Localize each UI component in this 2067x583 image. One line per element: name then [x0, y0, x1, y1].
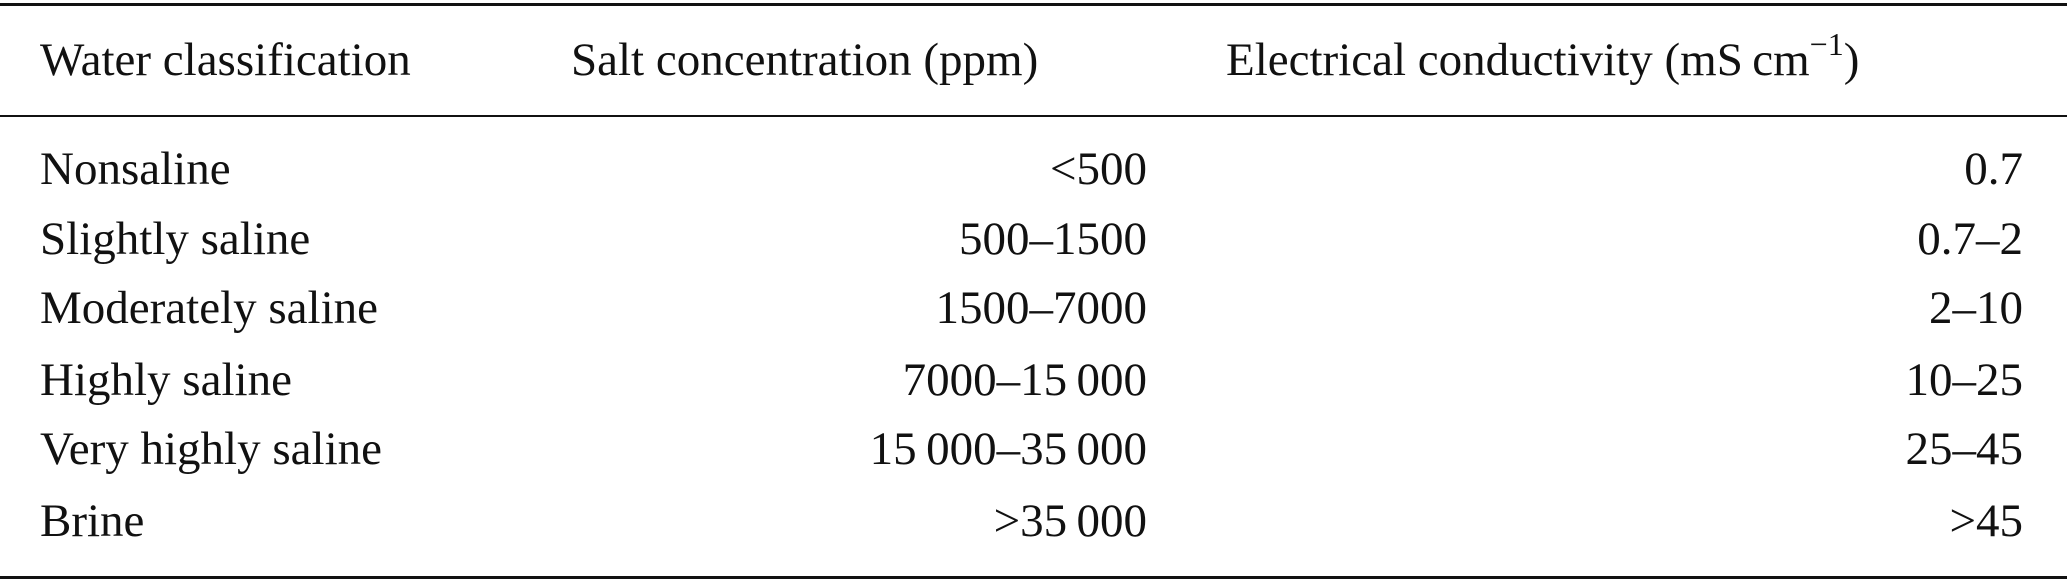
- table-cell: 7000–15 000: [902, 354, 1147, 406]
- table-cell: Brine: [40, 495, 145, 547]
- header-rule: [0, 115, 2067, 117]
- table-cell: 10–25: [1905, 354, 2024, 406]
- table-cell: Highly saline: [40, 354, 292, 406]
- table-cell: 1500–7000: [935, 282, 1148, 334]
- header-cell: Salt concentration (ppm): [571, 34, 1039, 86]
- table-cell: >45: [1949, 495, 2023, 547]
- bottom-rule: [0, 576, 2067, 579]
- table-cell: 15 000–35 000: [869, 423, 1147, 475]
- header-cell: Electrical conductivity (mS cm−1): [1226, 28, 1860, 90]
- table-cell: Slightly saline: [40, 213, 311, 265]
- header-text: ): [1843, 34, 1860, 86]
- table-cell: 25–45: [1905, 423, 2024, 475]
- table-cell: 500–1500: [959, 213, 1147, 265]
- table-cell: 0.7–2: [1917, 213, 2023, 265]
- table-cell: 2–10: [1929, 282, 2023, 334]
- table-cell: Moderately saline: [40, 282, 379, 334]
- table-cell: >35 000: [993, 495, 1147, 547]
- table-cell: Very highly saline: [40, 423, 382, 475]
- table-cell: 0.7: [1964, 143, 2023, 195]
- header-text: Electrical conductivity (mS cm: [1226, 34, 1810, 86]
- table-cell: Nonsaline: [40, 143, 231, 195]
- header-superscript: −1: [1809, 26, 1844, 62]
- header-cell: Water classification: [40, 34, 411, 86]
- table-cell: <500: [1049, 143, 1147, 195]
- top-rule: [0, 3, 2067, 6]
